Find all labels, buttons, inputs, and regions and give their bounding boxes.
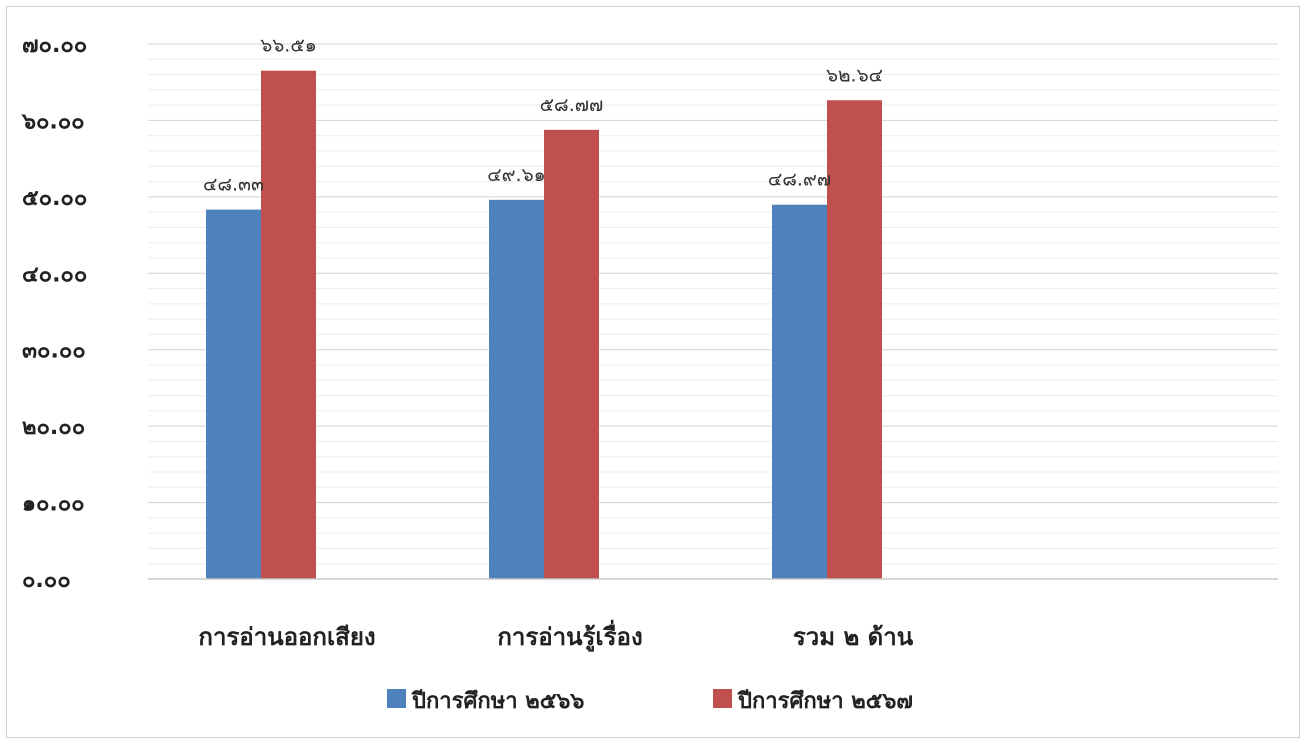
y-tick-label: ๒๐.๐๐ xyxy=(22,415,85,440)
bar-series2 xyxy=(544,129,599,579)
bar-series1 xyxy=(489,199,544,579)
y-tick-label: ๖๐.๐๐ xyxy=(21,109,85,134)
legend-label: ปีการศึกษา ๒๕๖๖ xyxy=(411,689,585,714)
data-label: ๔๙.๖๑ xyxy=(487,164,545,186)
legend-label: ปีการศึกษา ๒๕๖๗ xyxy=(737,689,913,714)
bar-series2 xyxy=(827,100,882,579)
legend-swatch xyxy=(387,689,406,708)
category-label: การอ่านออกเสียง xyxy=(198,623,375,651)
data-label: ๖๒.๖๔ xyxy=(826,64,883,86)
data-label: ๕๘.๗๗ xyxy=(540,94,604,116)
y-tick-label: ๐.๐๐ xyxy=(22,568,71,593)
y-tick-label: ๑๐.๐๐ xyxy=(22,492,85,517)
data-label: ๖๖.๕๑ xyxy=(260,35,317,57)
bar-series1 xyxy=(206,209,261,579)
gridlines xyxy=(148,43,1278,565)
category-label: รวม ๒ ด้าน xyxy=(793,623,914,651)
y-tick-label: ๕๐.๐๐ xyxy=(22,186,87,211)
x-axis-categories: การอ่านออกเสียง การอ่านรู้เรื่อง รวม ๒ ด้า… xyxy=(198,619,913,652)
legend: ปีการศึกษา ๒๕๖๖ ปีการศึกษา ๒๕๖๗ xyxy=(387,689,913,714)
bar-series2 xyxy=(261,70,316,579)
y-tick-label: ๗๐.๐๐ xyxy=(22,33,87,58)
bars xyxy=(206,70,882,579)
bar-series1 xyxy=(772,204,827,579)
y-tick-label: ๓๐.๐๐ xyxy=(22,339,86,364)
y-tick-label: ๔๐.๐๐ xyxy=(22,262,87,287)
y-axis-ticks: ๐.๐๐ ๑๐.๐๐ ๒๐.๐๐ ๓๐.๐๐ ๔๐.๐๐ ๕๐.๐๐ ๖๐.๐๐ ๗๐.๐๐ xyxy=(21,33,87,593)
data-label: ๔๘.๙๗ xyxy=(768,169,831,191)
legend-swatch xyxy=(713,689,732,708)
data-label: ๔๘.๓๓ xyxy=(203,174,264,196)
category-label: การอ่านรู้เรื่อง xyxy=(497,619,642,652)
